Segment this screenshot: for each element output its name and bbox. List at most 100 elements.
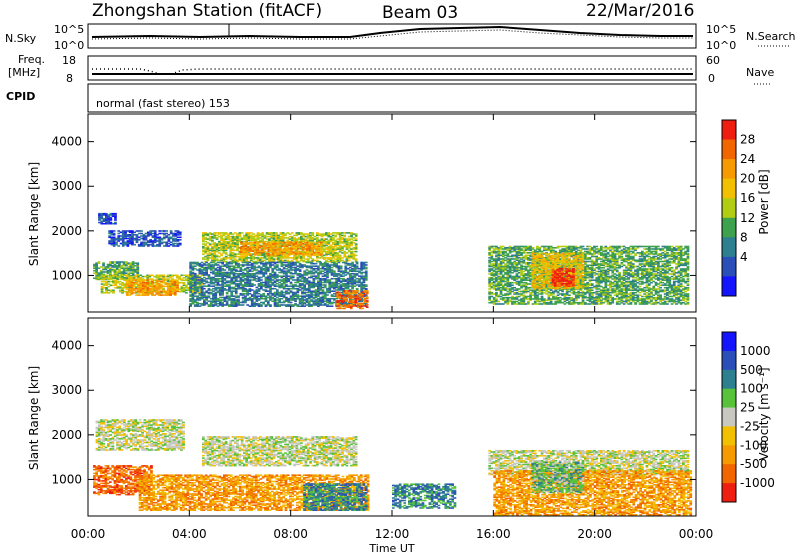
power-cell-2 [127,273,130,276]
power-cell-8 [365,292,369,295]
power-cell-6 [267,241,271,244]
power-cell-8 [363,305,367,307]
power-cell-9 [492,248,496,250]
power-cell-7 [264,284,268,286]
power-cell-7 [219,301,222,304]
power-cell-3 [169,274,172,277]
power-cell-7 [255,266,259,269]
power-cell-5 [354,235,358,238]
power-cell-7 [362,284,366,286]
power-cell-9 [490,273,494,275]
power-cell-7 [319,297,322,300]
power-cell-7 [330,274,334,276]
power-cell-7 [321,292,325,295]
power-cell-7 [248,270,252,272]
power-cell-7 [239,267,243,270]
power-cell-1 [126,240,130,242]
power-cell-1 [151,245,155,247]
power-cell-5 [286,257,290,259]
power-cell-3 [187,274,190,277]
power-cell-9 [504,265,507,268]
power-cell-3 [100,290,104,293]
power-cell-5 [224,249,228,252]
power-cell-7 [351,267,354,270]
power-cell-7 [344,279,348,281]
power-cell-8 [356,290,360,292]
power-cell-7 [250,289,254,291]
power-cell-3 [189,277,193,279]
power-cell-9 [488,293,491,295]
power-cell-4 [126,279,129,281]
power-cell-5 [329,248,333,250]
power-cell-9 [511,247,514,249]
power-cell-5 [329,259,333,262]
power-cell-1 [151,241,155,244]
power-cell-7 [269,304,272,306]
power-cell-3 [105,282,108,284]
power-cell-7 [344,271,348,274]
power-cell-5 [211,245,214,248]
power-cell-7 [264,266,268,269]
power-cell-7 [196,297,199,300]
power-cell-5 [233,260,237,263]
power-cell-6 [283,241,286,244]
power-cell-9 [511,265,514,268]
power-cell-7 [196,289,199,291]
power-cell-7 [269,261,272,264]
power-cell-5 [350,252,353,254]
power-cell-7 [298,284,302,286]
power-cell-7 [339,280,343,282]
power-cell-7 [209,291,213,294]
power-cell-7 [216,271,220,274]
power-cell-5 [306,260,310,263]
power-cell-5 [352,257,356,259]
power-cell-5 [279,258,283,260]
power-cell-5 [316,232,319,234]
power-cell-7 [360,276,363,279]
power-cell-5 [204,255,207,258]
power-cell-5 [220,239,223,242]
power-cell-9 [488,253,491,255]
power-cell-0 [98,215,101,217]
power-cell-2 [106,267,110,269]
power-cell-4 [160,280,163,283]
power-cell-7 [346,267,350,270]
power-cell-7 [234,301,238,304]
power-cell-7 [344,270,348,272]
power-cell-5 [229,248,233,250]
power-cell-1 [178,231,182,234]
power-cell-7 [273,271,277,274]
power-cell-6 [290,242,293,245]
power-cell-7 [294,272,297,275]
power-cell-8 [349,305,353,307]
power-cell-7 [271,261,275,264]
power-cell-9 [504,248,507,250]
power-cell-5 [293,238,296,240]
power-cell-5 [302,255,305,258]
power-cell-7 [255,261,259,264]
power-cell-5 [306,258,310,260]
power-cell-7 [255,297,259,300]
power-cell-9 [492,264,496,267]
freq-tick-low: 8 [66,72,73,85]
power-cell-6 [253,252,257,255]
power-cell-5 [311,238,315,240]
power-cell-7 [296,261,300,264]
power-cell-7 [362,275,366,277]
power-cell-7 [346,272,350,275]
power-cell-3 [139,278,143,280]
power-cell-7 [360,287,363,290]
power-cell-6 [310,247,314,250]
power-cell-7 [289,272,293,275]
power-cell-7 [203,269,206,271]
power-cell-5 [259,239,262,242]
power-cell-5 [327,233,331,235]
power-cell-4 [160,290,163,293]
power-cell-7 [214,300,218,302]
power-cell-3 [123,278,127,280]
power-cell-5 [341,240,344,243]
power-cell-1 [131,236,134,239]
power-cell-5 [220,235,223,238]
power-cell-7 [248,285,252,287]
power-cell-9 [488,262,491,264]
